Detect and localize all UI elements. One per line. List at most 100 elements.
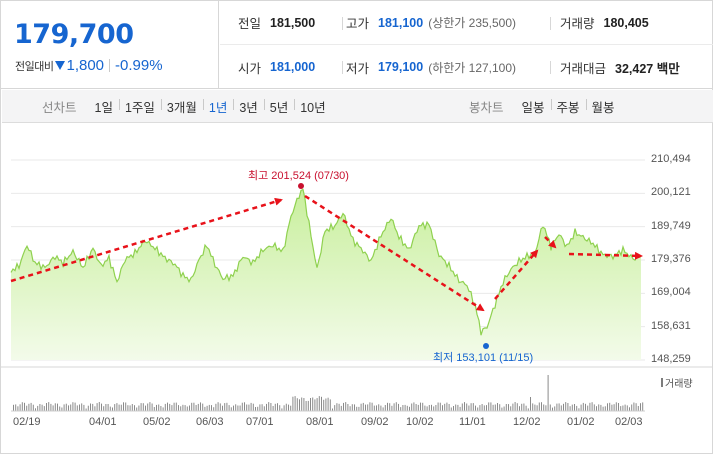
volume-bar (222, 405, 223, 411)
period-5y[interactable]: 5년 (263, 97, 294, 116)
volume-bar (204, 406, 206, 411)
volume-bar (24, 402, 25, 411)
volume-bar (367, 404, 369, 411)
volume-bar (72, 402, 74, 411)
candle-daily[interactable]: 일봉 (521, 101, 545, 115)
volume-bar (530, 397, 531, 411)
low-marker (483, 343, 489, 349)
volume-bar (362, 402, 364, 411)
volume-bar (48, 402, 50, 411)
candle-weekly[interactable]: 주봉 (550, 97, 586, 116)
volume-bar (87, 405, 89, 411)
volume-bar (424, 405, 426, 411)
volume-bar (567, 403, 569, 411)
volume-bar (250, 402, 252, 411)
volume-bar (376, 405, 377, 411)
volume-bar (182, 404, 184, 411)
volume-bar (28, 403, 30, 411)
volume-bars (1, 366, 713, 412)
volume-bar (244, 402, 245, 411)
volume-bar (114, 404, 116, 411)
volume-bar (224, 403, 226, 411)
period-10y[interactable]: 10년 (294, 97, 331, 116)
period-3y[interactable]: 3년 (233, 97, 263, 116)
volume-bar (261, 404, 263, 411)
volume-bar (17, 406, 19, 411)
volume-bar (415, 404, 417, 411)
down-arrow-icon (55, 61, 66, 70)
volume-bar (208, 404, 210, 411)
volume-bar (626, 405, 628, 411)
volume-bar (523, 403, 525, 411)
volume-bar (173, 402, 175, 411)
volume-bar (356, 406, 358, 411)
volume-bar (501, 407, 503, 411)
candle-monthly[interactable]: 월봉 (585, 97, 621, 116)
volume-bar (109, 406, 111, 411)
volume-bar (494, 404, 496, 411)
volume-bar (545, 405, 547, 411)
period-1y[interactable]: 1년 (202, 97, 233, 116)
volume-bar (127, 405, 129, 411)
volume-bar (433, 406, 435, 411)
stat-value: 180,405 (603, 15, 649, 30)
volume-bar (149, 402, 151, 411)
line-chart-title: 선차트 (42, 101, 77, 115)
volume-bar (420, 402, 421, 411)
volume-bar (235, 404, 237, 411)
divider (550, 17, 551, 30)
volume-bar (395, 402, 397, 411)
volume-bar (43, 406, 45, 411)
volume-bar (195, 405, 197, 411)
volume-bar (312, 397, 314, 411)
volume-bar (543, 404, 545, 411)
volume-bar (107, 404, 109, 411)
quote-header: 179,700 전일대비 1,800 -0.99% 전일 181,500 고가 … (1, 1, 713, 89)
volume-bar (270, 403, 272, 411)
volume-bar (624, 404, 626, 411)
volume-bar (338, 403, 340, 411)
volume-bar (598, 404, 600, 411)
x-tick-label: 05/02 (143, 416, 171, 428)
current-price: 179,700 (14, 19, 134, 50)
volume-bar (85, 408, 87, 411)
volume-bar (519, 406, 520, 411)
volume-bar (57, 403, 58, 411)
trend-arrow (494, 249, 539, 300)
volume-bar (580, 404, 582, 411)
volume-bar (481, 404, 483, 411)
volume-bar (563, 403, 564, 411)
volume-bar (439, 402, 441, 411)
volume-bar (340, 405, 342, 411)
volume-bar (329, 399, 331, 411)
period-1d[interactable]: 1일 (94, 101, 113, 115)
line-chart-periods: 선차트 1일 1주일 3개월 1년 3년 5년 10년 (42, 90, 332, 123)
volume-bar (191, 402, 193, 411)
volume-bar (618, 403, 619, 411)
volume-bar (637, 406, 639, 411)
volume-bar (527, 408, 529, 411)
x-tick-label: 04/01 (89, 416, 117, 428)
volume-bar (358, 406, 360, 411)
volume-bar (162, 407, 164, 411)
volume-bar (431, 404, 432, 411)
volume-bar (140, 403, 142, 411)
volume-bar (186, 406, 188, 411)
volume-bar (83, 404, 85, 411)
volume-bar (90, 403, 91, 411)
volume-bar (226, 402, 228, 411)
volume-bar (642, 402, 644, 411)
volume-bar (52, 405, 54, 411)
quote-stats: 전일 181,500 고가 181,100 (상한가 235,500) 거래량 … (220, 1, 713, 89)
volume-bar (15, 404, 17, 411)
period-1w[interactable]: 1주일 (118, 97, 161, 116)
volume-bar (257, 406, 259, 411)
period-3m[interactable]: 3개월 (160, 97, 203, 116)
volume-bar (233, 405, 234, 411)
volume-bar (464, 402, 465, 411)
volume-bar (479, 405, 481, 411)
volume-bar (129, 405, 131, 411)
trend-arrow (10, 197, 283, 283)
volume-bar (94, 406, 96, 411)
volume-bar (142, 403, 144, 411)
